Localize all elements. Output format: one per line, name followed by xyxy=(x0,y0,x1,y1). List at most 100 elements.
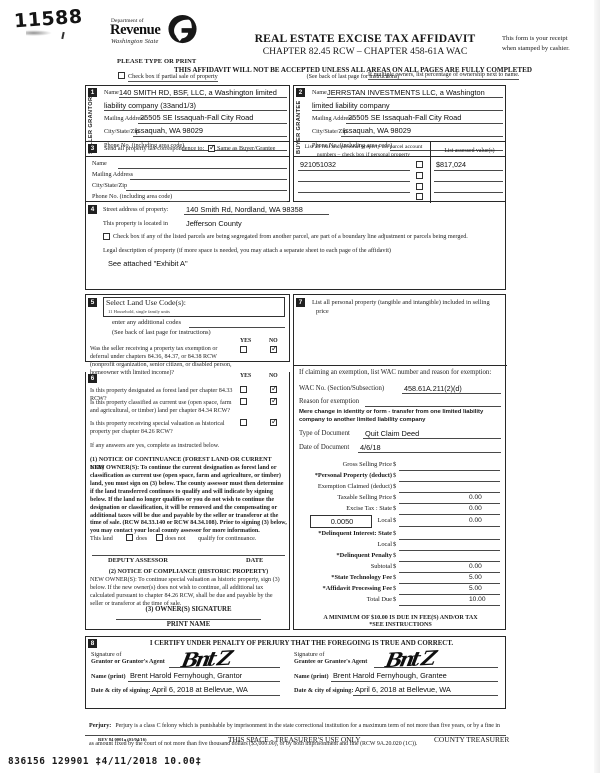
certification-box: 8 I CERTIFY UNDER PENALTY OF PERJURY THA… xyxy=(85,636,506,709)
current-use-question: Is this property classified as current u… xyxy=(90,400,232,415)
forest-land-no-checkbox[interactable] xyxy=(270,384,278,393)
personal-property-checkbox[interactable] xyxy=(416,161,423,168)
seller-name-label: Name xyxy=(104,89,119,96)
receipt-note-line2: when stamped by cashier. xyxy=(502,44,570,52)
dollar-sign: $ xyxy=(393,574,397,581)
same-as-buyer-checkbox[interactable] xyxy=(208,143,216,152)
please-type-or-print: PLEASE TYPE OR PRINT xyxy=(117,58,197,65)
money-row-label: *Delinquent Interest: State xyxy=(318,530,392,537)
perjury-label: Perjury: xyxy=(89,723,112,729)
buyer-mailing-value: 25505 SE Issaquah-Fall City Road xyxy=(348,113,462,122)
land-use-code-box: 5 Select Land Use Code(s): 11 Household,… xyxy=(85,294,290,376)
seller-citystatezip-label: City/State/Zip xyxy=(104,128,140,135)
money-row-total-due: Total Due $ 10.00 xyxy=(294,596,507,607)
money-row-label: Taxable Selling Price xyxy=(337,494,392,501)
notice-of-compliance-body: NEW OWNER(S): To continue special valuat… xyxy=(90,577,280,607)
buyer-citystatezip-label: City/State/Zip xyxy=(312,128,348,135)
correspondence-phone-label: Phone No. (including area code) xyxy=(92,193,173,200)
money-row-delinquent-interest-state: *Delinquent Interest: State $ xyxy=(294,530,507,541)
seller-mailing-value: 25505 SE Issaquah-Fall City Road xyxy=(140,113,254,122)
grantee-signature: Bnt Z xyxy=(383,645,436,673)
treasurer-space-label: THIS SPACE - TREASURER'S USE ONLY xyxy=(228,735,361,744)
multiple-owners-note: If multiple owners, list percentage of o… xyxy=(368,72,520,80)
title-block: REAL ESTATE EXCISE TAX AFFIDAVIT CHAPTER… xyxy=(240,32,490,57)
partial-sale-checkbox-row[interactable]: Check box if partial sale of property xyxy=(118,72,218,82)
form-subtitle: CHAPTER 82.45 RCW – CHAPTER 458-61A WAC xyxy=(262,46,468,57)
table-divider xyxy=(430,142,431,203)
dollar-sign: $ xyxy=(393,483,397,490)
grantee-date-label: Date & city of signing: xyxy=(294,687,354,694)
notice-of-continuance-title: (1) NOTICE OF CONTINUANCE (FOREST LAND O… xyxy=(90,456,272,472)
money-row-state-technology-fee: *State Technology Fee $ 5.00 xyxy=(294,574,507,585)
dollar-sign: $ xyxy=(393,585,397,592)
current-use-no-checkbox[interactable] xyxy=(270,396,278,405)
money-row-label: Local xyxy=(377,541,392,548)
this-land-label: This land xyxy=(90,536,113,542)
seller-exemption-no-checkbox[interactable] xyxy=(270,344,278,353)
grantee-sig-label-line1: Signature of xyxy=(294,651,325,658)
grantor-sig-label-line1: Signature of xyxy=(91,651,122,658)
buyer-name-label: Name xyxy=(312,89,327,96)
document-date-value: 4/6/18 xyxy=(360,443,381,452)
personal-property-checkbox[interactable] xyxy=(416,172,423,179)
land-use-instructions: (See back of last page for instructions) xyxy=(112,329,211,336)
buyer-name-value-line2: limited liability company xyxy=(312,101,390,110)
money-row-subtotal: Subtotal $ 0.00 xyxy=(294,563,507,574)
deputy-assessor-label: DEPUTY ASSESSOR xyxy=(108,557,168,564)
segregation-checkbox[interactable] xyxy=(103,233,110,240)
local-rate-box: 0.0050 xyxy=(310,515,372,528)
historic-property-yes-checkbox[interactable] xyxy=(240,419,247,426)
county-value: Jefferson County xyxy=(186,218,242,228)
receipt-note-line1: This form is your receipt xyxy=(502,35,568,42)
notice-of-continuance-body: NEW OWNER(S): To continue the current de… xyxy=(90,465,287,535)
dollar-sign: $ xyxy=(393,552,397,559)
see-back-instructions: (See back of last page for instructions) xyxy=(306,74,400,80)
money-row-label: Gross Selling Price xyxy=(342,461,392,468)
buyer-citystatezip-value: Issaquah, WA 98029 xyxy=(343,126,411,135)
seller-exemption-yes-checkbox[interactable] xyxy=(240,346,247,353)
grantee-date-value: April 6, 2018 at Bellevue, WA xyxy=(355,685,451,694)
scan-edge-shadow xyxy=(594,0,600,773)
seller-citystatezip-value: Issaquah, WA 98029 xyxy=(135,126,203,135)
document-date-label: Date of Document xyxy=(299,444,350,451)
grantor-name-value: Brent Harold Fernyhough, Grantor xyxy=(130,671,243,680)
does-not-qualify-checkbox[interactable] xyxy=(156,534,163,541)
money-row-label: *State Technology Fee xyxy=(331,574,392,581)
seller-exemption-question: Was the seller receiving a property tax … xyxy=(90,346,232,377)
seller-phone-label: Phone No. (including area code) xyxy=(104,142,185,149)
grantee-name-value: Brent Harold Fernyhough, Grantee xyxy=(333,671,447,680)
qualify-continuance-label: qualify for continuance. xyxy=(198,536,257,542)
forest-land-yes-checkbox[interactable] xyxy=(240,386,247,393)
money-row-value: 0.00 xyxy=(469,563,482,570)
grantor-signature: Bnt Z xyxy=(179,645,232,673)
money-row-value: 0.00 xyxy=(469,494,482,501)
grantee-name-label: Name (print) xyxy=(294,673,329,680)
local-rate-value: 0.0050 xyxy=(330,517,354,526)
receipt-note: This form is your receipt when stamped b… xyxy=(502,34,600,54)
current-use-yes-checkbox[interactable] xyxy=(240,398,247,405)
does-qualify-checkbox[interactable] xyxy=(126,534,133,541)
print-name-label: PRINT NAME xyxy=(166,621,211,628)
certify-statement: I CERTIFY UNDER PENALTY OF PERJURY THAT … xyxy=(149,640,454,647)
money-row-delinquent-penalty: *Delinquent Penalty $ xyxy=(294,552,507,563)
seller-name-value: 140 SMITH RD, BSF, LLC, a Washington lim… xyxy=(119,87,277,97)
correspondence-mailing-label: Mailing Address xyxy=(92,171,134,178)
personal-property-prompt-line2: price xyxy=(316,308,329,315)
section-5-number: 5 xyxy=(88,298,97,307)
grantor-date-label: Date & city of signing: xyxy=(91,687,151,694)
assessed-value-value: $817,024 xyxy=(436,160,466,169)
reason-for-exemption-label: Reason for exemption xyxy=(299,398,360,405)
money-row-excise-tax-state: Excise Tax : State $ 0.00 xyxy=(294,505,507,516)
tax-correspondence-box: 3 Send all property tax correspondence t… xyxy=(85,141,290,202)
land-use-code-field[interactable]: Select Land Use Code(s): 11 Household, s… xyxy=(103,297,285,317)
partial-sale-checkbox[interactable] xyxy=(118,72,125,79)
document-type-value: Quit Claim Deed xyxy=(365,429,420,438)
personal-property-checkbox[interactable] xyxy=(416,193,423,200)
no-header: NO xyxy=(269,338,278,344)
section-1-number: 1 xyxy=(88,88,97,97)
money-row-label: *Delinquent Penalty xyxy=(336,552,392,559)
historic-property-no-checkbox[interactable] xyxy=(270,417,278,426)
county-treasurer-label: COUNTY TREASURER xyxy=(434,735,510,744)
personal-property-checkbox[interactable] xyxy=(416,183,423,190)
